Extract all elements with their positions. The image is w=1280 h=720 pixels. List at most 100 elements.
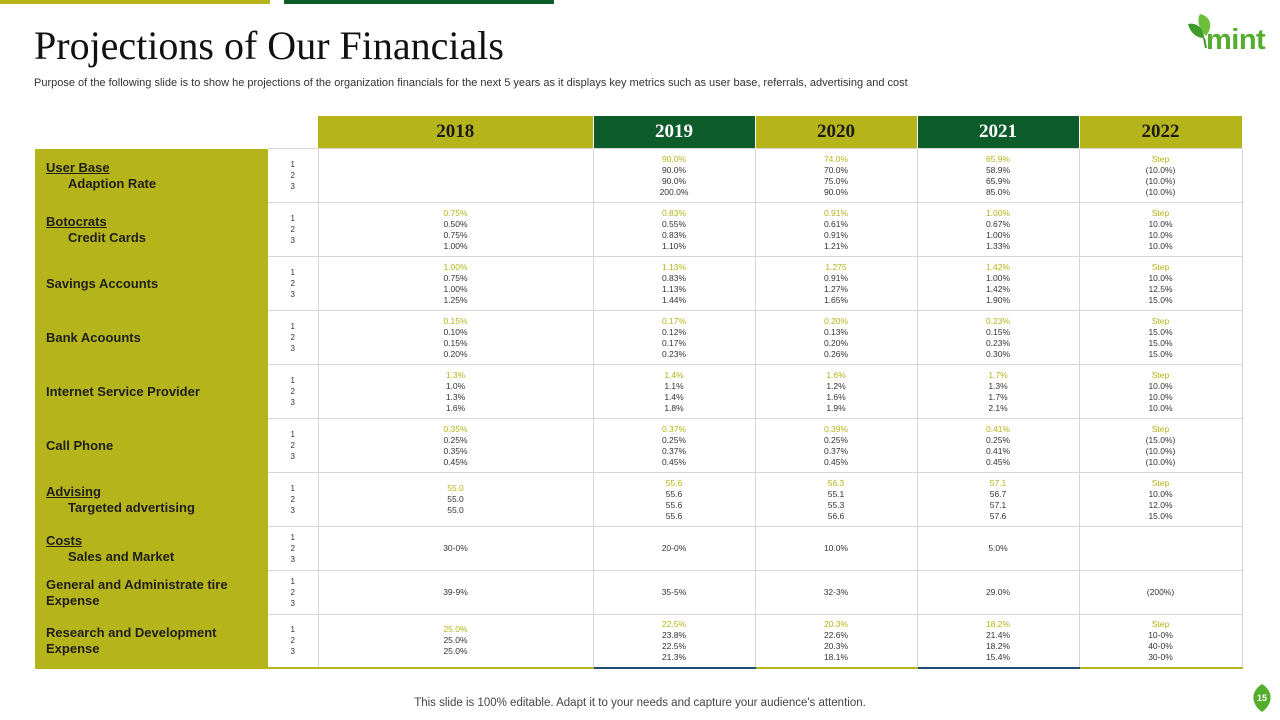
value-cell-2020: 74.0% 70.0% 75.0% 90.0% bbox=[754, 148, 918, 203]
value-line: 55.0 bbox=[447, 505, 464, 515]
value-line: 12.0% bbox=[1148, 499, 1173, 510]
highlight-value: 22.5% bbox=[661, 618, 687, 629]
value-line: 0.50% bbox=[443, 218, 468, 229]
value-cell-2020: 0.39% 0.25% 0.37% 0.45% bbox=[754, 418, 918, 473]
value-line: (10.0%) bbox=[1145, 175, 1176, 186]
financial-projections-table: 2018 2019 2020 2021 2022 User Base Adapti… bbox=[35, 116, 1243, 669]
row-label: Botocrats Credit Cards bbox=[35, 202, 268, 257]
value-cell-2022: Step 10.0% 12.5% 15.0% bbox=[1078, 256, 1243, 311]
row-index-number: 1 bbox=[290, 376, 295, 385]
value-line: 0.17% bbox=[661, 337, 687, 348]
value-line: 1.4% bbox=[664, 391, 684, 402]
value-cell-2018: 25.0% 25.0% 25.0% bbox=[317, 614, 594, 669]
value-line: 2.1% bbox=[988, 402, 1008, 413]
row-label-main: Advising bbox=[46, 483, 101, 499]
row-index-number: 3 bbox=[290, 398, 295, 407]
value-cell-2019: 1.4% 1.1% 1.4% 1.8% bbox=[592, 364, 756, 419]
highlight-value: Step bbox=[1151, 369, 1170, 380]
highlight-value: 57.1 bbox=[989, 477, 1007, 488]
row-index-number: 2 bbox=[290, 495, 295, 504]
logo-text: mint bbox=[1206, 24, 1266, 56]
row-index-number: 1 bbox=[290, 533, 295, 542]
highlight-value: 1.42% bbox=[985, 261, 1011, 272]
value-line: 1.10% bbox=[661, 240, 687, 251]
value-line: 21.4% bbox=[985, 629, 1011, 640]
value-line: 58.9% bbox=[985, 164, 1011, 175]
value-line: 90.0% bbox=[661, 175, 687, 186]
value-line: 1.13% bbox=[661, 283, 687, 294]
year-header-2022: 2022 bbox=[1079, 116, 1243, 149]
value-line: 0.61% bbox=[823, 218, 849, 229]
value-line: 200.0% bbox=[659, 186, 689, 197]
row-label: Call Phone bbox=[35, 418, 268, 473]
value-line: 1.21% bbox=[823, 240, 849, 251]
mint-logo: mint bbox=[1184, 10, 1274, 60]
row-label: Savings Accounts bbox=[35, 256, 268, 311]
value-line: 1.3% bbox=[988, 380, 1008, 391]
highlight-value: 25.0% bbox=[443, 624, 468, 635]
value-line: 5.0% bbox=[988, 543, 1008, 553]
value-line: 29.0% bbox=[985, 587, 1011, 597]
value-line: 15.0% bbox=[1148, 326, 1173, 337]
value-line: 90.0% bbox=[823, 186, 849, 197]
value-line: 22.5% bbox=[661, 640, 687, 651]
value-line: 0.30% bbox=[985, 348, 1011, 359]
row-index-number: 1 bbox=[290, 160, 295, 169]
value-line: 55.3 bbox=[827, 499, 845, 510]
highlight-value: 1.4% bbox=[664, 369, 684, 380]
value-line: 30-0% bbox=[443, 543, 468, 553]
value-cell-2018: 1.3% 1.0% 1.3% 1.6% bbox=[317, 364, 594, 419]
value-cell-2019: 1.13% 0.83% 1.13% 1.44% bbox=[592, 256, 756, 311]
value-line: 1.0% bbox=[445, 380, 466, 391]
table-row: User Base Adaption Rate 1 2 3 90.0% 90.0% 90.0%… bbox=[35, 148, 1243, 203]
row-label-main: Bank Acoounts bbox=[46, 329, 141, 345]
value-cell-2021: 0.23% 0.15% 0.23% 0.30% bbox=[916, 310, 1080, 365]
value-cell-2021: 0.41% 0.25% 0.41% 0.45% bbox=[916, 418, 1080, 473]
highlight-value: Step bbox=[1151, 207, 1170, 218]
value-line: 18.1% bbox=[823, 651, 849, 662]
row-index-number: 3 bbox=[290, 290, 295, 299]
value-line: 0.83% bbox=[661, 229, 687, 240]
value-cell-2022: Step (10.0%) (10.0%) (10.0%) bbox=[1078, 148, 1243, 203]
row-label-main: General and Administrate tire Expense bbox=[46, 576, 228, 608]
value-line: 57.1 bbox=[989, 499, 1007, 510]
row-index: 1 2 3 bbox=[268, 418, 319, 473]
year-header-2019: 2019 bbox=[593, 116, 756, 149]
row-label: User Base Adaption Rate bbox=[35, 148, 268, 203]
table-row: Savings Accounts 1 2 3 1.00% 0.75% 1.00% 1.25% 1… bbox=[35, 256, 1243, 311]
row-index-number: 3 bbox=[290, 182, 295, 191]
value-line: 0.37% bbox=[661, 445, 687, 456]
row-label-main: Costs bbox=[46, 532, 83, 548]
value-line: 10.0% bbox=[823, 543, 849, 553]
value-cell-2019: 22.5% 23.8% 22.5% 21.3% bbox=[592, 614, 756, 669]
value-cell-2022: Step 10.0% 10.0% 10.0% bbox=[1078, 202, 1243, 257]
value-line: 0.91% bbox=[823, 229, 849, 240]
value-cell-2022: Step 10.0% 12.0% 15.0% bbox=[1078, 472, 1243, 527]
value-line: 0.25% bbox=[443, 434, 468, 445]
leaf-badge-icon bbox=[1253, 684, 1271, 712]
value-line: 0.12% bbox=[661, 326, 687, 337]
year-header-row: 2018 2019 2020 2021 2022 bbox=[35, 116, 1243, 149]
value-line: 1.2% bbox=[826, 380, 846, 391]
value-line: 0.23% bbox=[985, 337, 1011, 348]
table-row: Bank Acoounts 1 2 3 0.15% 0.10% 0.15% 0.20% 0.17… bbox=[35, 310, 1243, 365]
row-label-main: User Base bbox=[46, 159, 110, 175]
value-line: 39-9% bbox=[443, 587, 468, 597]
row-index-number: 1 bbox=[290, 430, 295, 439]
highlight-value: 0.39% bbox=[823, 423, 849, 434]
row-index: 1 2 3 bbox=[268, 310, 319, 365]
top-accent-bar-olive bbox=[0, 0, 270, 4]
value-line: 1.8% bbox=[664, 402, 684, 413]
value-line: 0.15% bbox=[443, 337, 468, 348]
value-cell-2019: 55.6 55.6 55.6 55.6 bbox=[592, 472, 756, 527]
value-line: 70.0% bbox=[823, 164, 849, 175]
highlight-value: 0.20% bbox=[823, 315, 849, 326]
row-label-main: Internet Service Provider bbox=[46, 383, 200, 399]
value-line: 15.0% bbox=[1148, 348, 1173, 359]
value-cell-2018: 55.0 55.0 55.0 bbox=[317, 472, 594, 527]
row-index: 1 2 3 bbox=[268, 202, 319, 257]
value-line: 22.6% bbox=[823, 629, 849, 640]
value-cell-2021: 29.0% bbox=[916, 570, 1080, 615]
highlight-value: Step bbox=[1151, 315, 1170, 326]
value-cell-2021: 1.00% 0.67% 1.00% 1.33% bbox=[916, 202, 1080, 257]
